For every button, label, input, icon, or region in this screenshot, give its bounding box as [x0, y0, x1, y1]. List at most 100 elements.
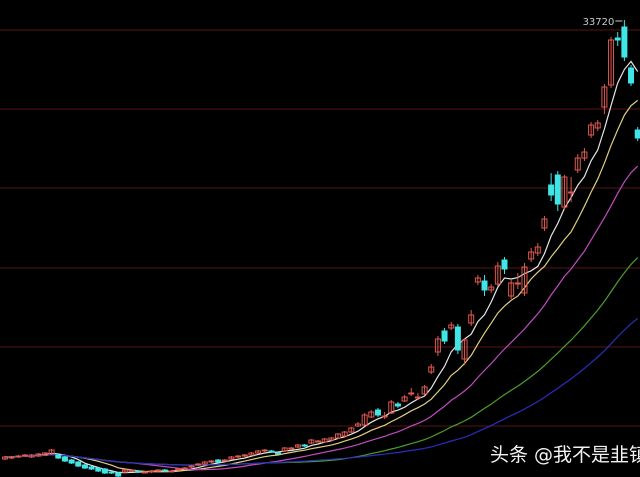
candle-up [128, 469, 135, 472]
candle-down [61, 456, 68, 462]
candle-up [35, 453, 42, 457]
candle-up [414, 396, 421, 399]
candle-up [428, 366, 435, 373]
ma20-line [5, 165, 639, 471]
candle-up [514, 282, 521, 285]
high-price-label: 33720 [583, 17, 615, 28]
candle-down [454, 326, 461, 351]
candle-up [588, 124, 595, 136]
candle-up [208, 460, 215, 463]
candle-up [541, 218, 548, 229]
candle-up [261, 449, 268, 452]
candle-up [401, 396, 408, 402]
candle-down [554, 174, 561, 205]
candle-down [441, 330, 448, 342]
candle-down [374, 409, 381, 416]
candle-up [354, 423, 361, 427]
candle-up [175, 468, 182, 471]
candle-up [534, 246, 541, 254]
candle-down [614, 37, 621, 41]
candle-up [48, 449, 55, 455]
candle-up [308, 439, 315, 444]
candle-up [594, 122, 601, 129]
candle-up [235, 455, 242, 458]
candle-down [135, 470, 142, 473]
candle-up [421, 386, 428, 395]
candle-up [241, 454, 248, 457]
candle-down [621, 26, 628, 58]
candle-up [221, 459, 228, 462]
candle-up [121, 469, 128, 473]
candle-up [568, 191, 575, 194]
candle-up [21, 454, 28, 457]
candle-up [521, 266, 528, 294]
candle-up [288, 447, 295, 450]
candle-up [335, 433, 341, 439]
candle-down [88, 466, 95, 470]
candle-up [494, 265, 501, 285]
candle-down [501, 259, 508, 270]
candle-up [448, 324, 455, 329]
candle-up [255, 450, 262, 454]
candle-up [608, 39, 615, 86]
candle-up [388, 401, 395, 414]
candle-up [561, 176, 568, 208]
candle-up [188, 465, 195, 468]
candle-up [41, 452, 48, 456]
candle-up [361, 414, 368, 426]
candle-up [15, 455, 22, 458]
candle-up [574, 157, 581, 171]
candle-up [528, 251, 535, 260]
candle-up [248, 452, 255, 456]
candle-up [341, 431, 348, 437]
candle-up [195, 463, 202, 466]
candle-down [115, 472, 122, 477]
candle-up [408, 392, 415, 395]
candle-down [161, 469, 168, 472]
candle-up [581, 151, 588, 159]
candle-up [28, 454, 35, 458]
candle-up [201, 461, 208, 465]
watermark: 头条 @我不是韭镇 [490, 444, 640, 466]
candle-down [215, 459, 222, 463]
candle-up [315, 440, 322, 443]
candle-up [461, 339, 468, 360]
candle-down [75, 461, 82, 467]
candle-up [508, 282, 515, 297]
candle-down [634, 129, 640, 139]
candle-up [328, 437, 335, 441]
candle-up [8, 456, 15, 459]
candle-up [168, 470, 175, 473]
candle-down [101, 468, 108, 474]
candle-up [141, 471, 148, 474]
candle-down [55, 454, 62, 459]
candle-up [155, 469, 162, 472]
candle-down [394, 403, 401, 407]
candle-down [81, 464, 88, 469]
candle-up [2, 456, 8, 460]
candle-up [381, 415, 388, 418]
candle-up [468, 314, 475, 324]
candle-up [434, 338, 441, 353]
candle-down [548, 184, 555, 196]
candle-up [228, 456, 235, 460]
candle-up [148, 470, 155, 473]
candle-up [488, 286, 495, 291]
candle-up [295, 444, 302, 448]
candle-up [348, 427, 355, 433]
candle-down [68, 459, 75, 464]
ma10-line [5, 99, 639, 473]
ma5-line [5, 60, 639, 474]
candle-up [474, 277, 481, 283]
candle-up [368, 411, 375, 418]
candle-up [601, 86, 608, 108]
candle-up [181, 467, 188, 470]
candle-down [301, 444, 308, 447]
candle-down [275, 452, 282, 455]
candle-up [281, 447, 288, 452]
candle-down [481, 280, 488, 291]
ma60-line [5, 317, 639, 466]
ma40-line [5, 257, 639, 466]
